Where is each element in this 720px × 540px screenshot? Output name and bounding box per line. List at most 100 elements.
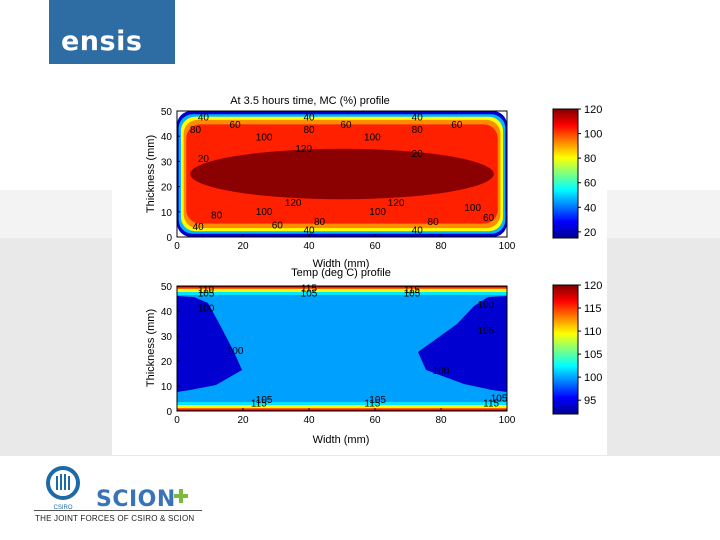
mc-x-ticks: 0 20 40 60 80 100	[174, 234, 516, 252]
x-tick-label: 100	[499, 241, 516, 252]
contour-label: 100	[198, 304, 215, 315]
contour-label: 100	[256, 207, 273, 218]
x-tick-label: 80	[435, 415, 447, 426]
contour-label: 60	[272, 221, 284, 232]
contour-label: 105	[256, 395, 273, 406]
temp-cold-zone-right	[418, 296, 507, 392]
y-tick-label: 40	[161, 132, 173, 143]
contour-label: 115	[364, 399, 380, 410]
contour-label: 80	[314, 217, 326, 228]
contour-label: 40	[303, 226, 315, 237]
colorbar-tick-label: 95	[584, 395, 596, 407]
csiro-bar-icon	[68, 476, 70, 490]
temp-colorbar-frame	[552, 284, 579, 415]
csiro-bar-icon	[64, 474, 66, 490]
contour-label: 105	[301, 289, 318, 300]
temp-x-ticks: 0 20 40 60 80 100	[174, 408, 516, 426]
csiro-ring-icon	[46, 466, 80, 500]
contour-label: 60	[340, 120, 352, 131]
mc-colorbar-ticks: 20 40 60 80 100 120	[578, 104, 602, 239]
contour-label: 20	[198, 154, 210, 165]
contour-label: 120	[388, 198, 405, 209]
contour-label: 105	[478, 326, 495, 337]
temp-y-ticks: 0 10 20 30 40 50	[161, 282, 180, 418]
contour-label: 40	[193, 222, 205, 233]
temp-axes-frame	[176, 285, 508, 412]
y-tick-label: 30	[161, 157, 173, 168]
mc-plot-area	[177, 111, 507, 237]
colorbar-tick-label: 40	[584, 202, 596, 214]
contour-label: 105	[491, 394, 508, 405]
contour-label: 100	[364, 132, 381, 143]
contour-label: 100	[478, 300, 495, 311]
csiro-bar-icon	[56, 476, 58, 490]
colorbar-tick-label: 20	[584, 227, 596, 239]
scion-plus-icon	[174, 489, 188, 503]
contour-label: 80	[303, 125, 315, 136]
contour-label: 40	[412, 226, 424, 237]
contour-figure: At 3.5 hours time, MC (%) profile 40 60 80…	[145, 95, 602, 446]
mc-colorbar-frame	[552, 108, 579, 239]
mc-level-120	[190, 148, 494, 200]
footer-divider	[34, 510, 202, 511]
contour-label: 60	[451, 120, 463, 131]
scion-logo: SCION	[96, 486, 191, 517]
contour-label: 60	[483, 213, 495, 224]
colorbar-tick-label: 100	[584, 129, 602, 141]
contour-label: 115	[483, 399, 499, 410]
contour-label: 105	[369, 395, 386, 406]
colorbar-tick-label: 60	[584, 178, 596, 190]
x-tick-label: 60	[369, 415, 381, 426]
x-tick-label: 60	[369, 241, 381, 252]
contour-label: 40	[198, 112, 210, 123]
y-tick-label: 40	[161, 307, 173, 318]
ensis-logo: ensis	[49, 0, 175, 64]
contour-label: 120	[295, 144, 312, 155]
contour-label: 40	[303, 112, 315, 123]
x-tick-label: 20	[237, 415, 249, 426]
mc-x-axis-label: Width (mm)	[313, 258, 370, 270]
ensis-logo-text: ensis	[61, 26, 143, 57]
contour-label: 110	[198, 285, 214, 296]
y-tick-label: 20	[161, 183, 173, 194]
temp-colorbar-ticks: 95 100 105 110 115 120	[578, 280, 602, 407]
temp-band-top-4	[177, 286, 507, 288]
mc-axes-frame	[176, 110, 508, 238]
mc-y-axis-label: Thickness (mm)	[145, 135, 157, 213]
contour-label: 115	[251, 399, 267, 410]
x-tick-label: 80	[435, 241, 447, 252]
temp-band-bottom-4	[177, 409, 507, 411]
csiro-logo: CSIRO	[45, 466, 83, 517]
contour-label: 80	[211, 211, 223, 222]
colorbar-tick-label: 105	[584, 349, 602, 361]
csiro-label: CSIRO	[53, 505, 72, 511]
temp-cold-zone-left	[177, 296, 242, 392]
contour-label: 80	[190, 125, 202, 136]
y-tick-label: 10	[161, 208, 173, 219]
contour-label: 100	[256, 132, 273, 143]
contour-label: 100	[464, 203, 481, 214]
x-tick-label: 40	[303, 241, 315, 252]
temp-x-axis-label: Width (mm)	[313, 434, 370, 446]
colorbar-tick-label: 120	[584, 280, 602, 292]
figure-panel: At 3.5 hours time, MC (%) profile 40 60 80…	[112, 80, 607, 455]
temp-chart-title: Temp (deg C) profile	[291, 267, 391, 279]
colorbar-tick-label: 120	[584, 104, 602, 116]
contour-label: 80	[428, 217, 440, 228]
y-tick-label: 30	[161, 332, 173, 343]
temp-plot-area	[177, 286, 507, 411]
x-tick-label: 100	[499, 415, 516, 426]
y-tick-label: 0	[166, 407, 172, 418]
y-tick-label: 20	[161, 357, 173, 368]
colorbar-tick-label: 100	[584, 372, 602, 384]
contour-label: 40	[412, 112, 424, 123]
contour-label: 120	[285, 198, 302, 209]
y-tick-label: 50	[161, 107, 173, 118]
colorbar-tick-label: 110	[584, 326, 602, 338]
contour-label: 100	[369, 207, 386, 218]
mc-colorbar	[553, 109, 578, 238]
mc-profile-chart: At 3.5 hours time, MC (%) profile 40 60 80…	[145, 95, 602, 270]
